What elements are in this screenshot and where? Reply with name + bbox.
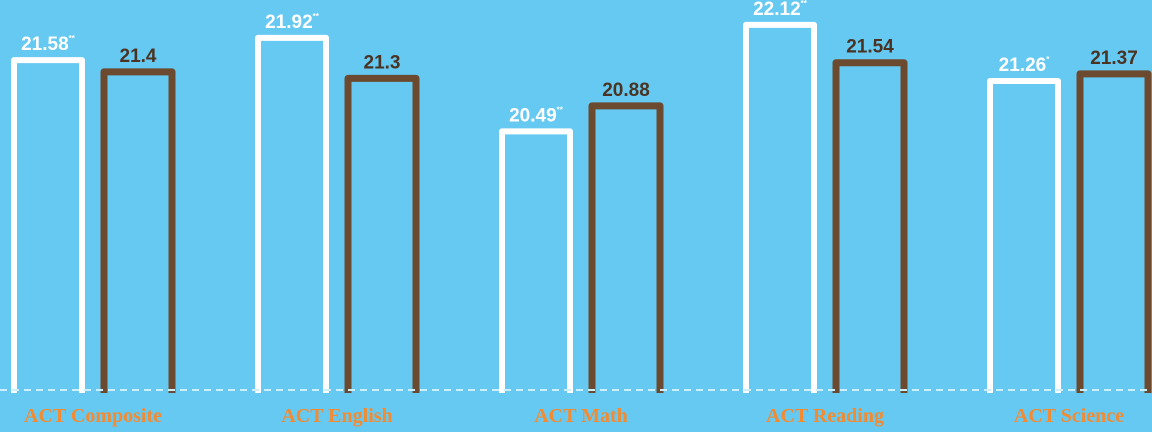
bar-series1-act-reading [743, 21, 817, 413]
value-label-series2-4: 21.54 [846, 37, 894, 58]
value-label-series1-5: 21.26* [999, 55, 1051, 76]
axis-band [0, 393, 1152, 432]
bar-series2-act-english [344, 74, 420, 414]
bar-series1-act-composite [11, 57, 85, 413]
value-label-series1-2: 21.92** [265, 12, 320, 33]
value-label-series2-5: 21.37 [1090, 48, 1138, 69]
category-label-3: ACT Math [534, 405, 628, 427]
category-label-5: ACT Science [1014, 405, 1124, 427]
bar-series2-act-reading [832, 59, 908, 414]
value-label-series2-3: 20.88 [602, 80, 650, 101]
category-label-4: ACT Reading [766, 405, 884, 427]
bar-series1-act-math [499, 128, 573, 413]
value-label-series1-1: 21.58** [21, 34, 76, 55]
value-label-series1-4: 22.12** [753, 0, 808, 20]
value-label-series1-3: 20.49** [509, 105, 564, 126]
bar-series2-act-science [1076, 70, 1152, 414]
value-label-series2-2: 21.3 [364, 52, 401, 73]
bar-series2-act-math [588, 102, 664, 414]
value-label-series2-1: 21.4 [120, 46, 157, 67]
bar-series1-act-science [987, 78, 1061, 413]
category-label-1: ACT Composite [24, 405, 162, 427]
category-label-2: ACT English [281, 405, 392, 427]
bar-series1-act-english [255, 34, 329, 413]
bar-series2-act-composite [100, 68, 176, 414]
